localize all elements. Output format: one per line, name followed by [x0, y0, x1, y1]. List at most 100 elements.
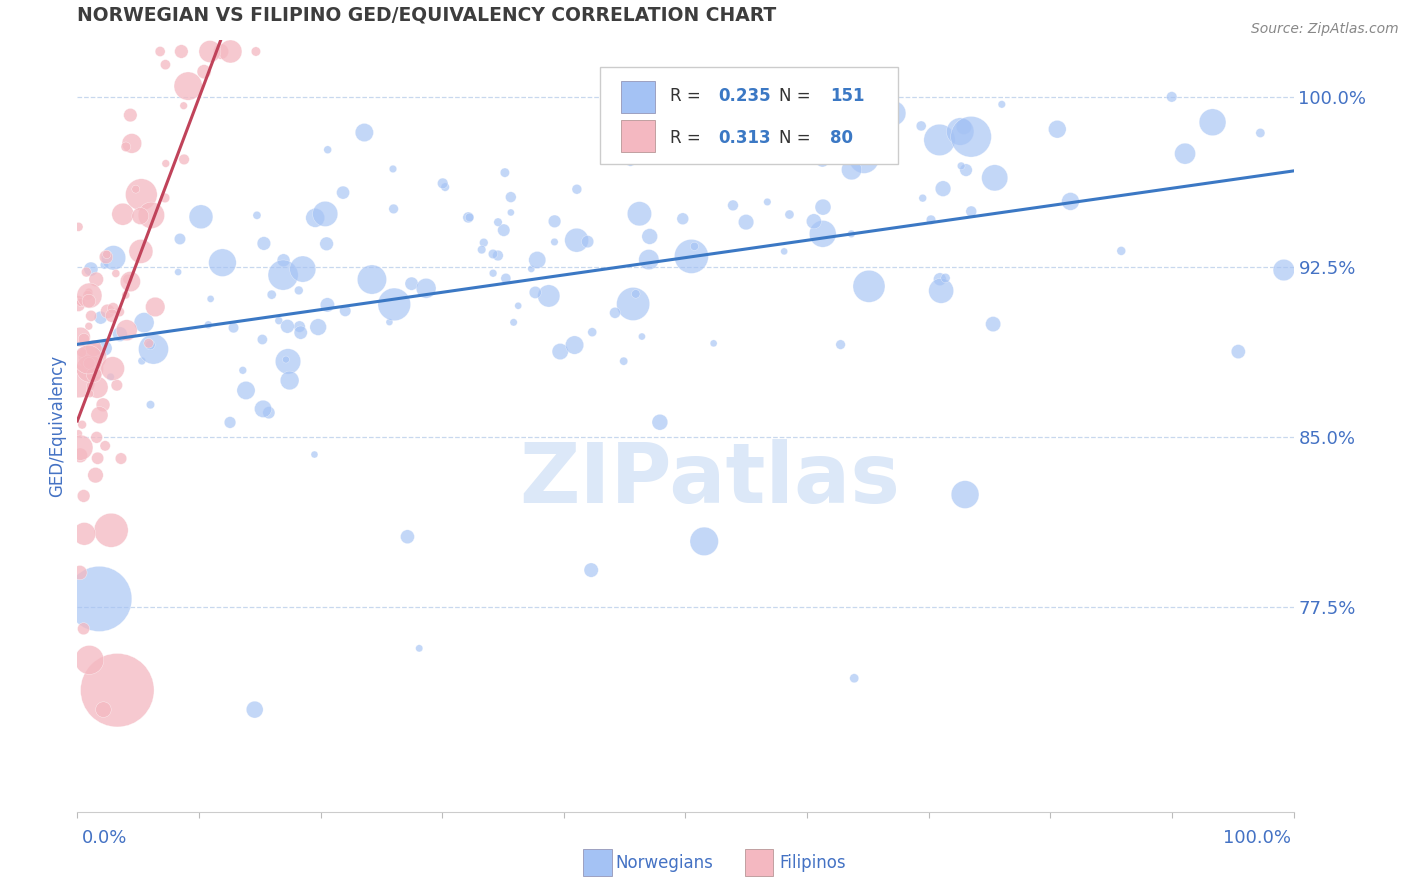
Point	[648, 415, 671, 429]
Point	[96, 247, 118, 261]
Point	[396, 530, 419, 544]
Point	[934, 271, 956, 285]
Point	[70, 345, 93, 359]
Point	[457, 211, 479, 225]
Point	[193, 64, 215, 78]
Point	[139, 338, 162, 352]
Point	[89, 408, 111, 422]
Point	[167, 265, 190, 279]
Point	[1174, 146, 1197, 161]
Point	[831, 90, 853, 104]
Point	[841, 162, 863, 177]
Point	[288, 284, 311, 298]
Point	[492, 223, 515, 237]
Point	[361, 272, 384, 286]
Point	[101, 309, 124, 323]
Point	[683, 239, 706, 253]
Point	[173, 153, 195, 167]
Point	[105, 683, 128, 698]
Point	[778, 208, 800, 222]
Point	[73, 526, 96, 541]
Text: N =: N =	[779, 87, 815, 105]
Point	[149, 45, 172, 59]
Point	[382, 297, 405, 311]
Point	[177, 79, 200, 94]
Point	[103, 251, 125, 265]
Point	[291, 262, 314, 277]
Point	[69, 295, 91, 310]
Point	[73, 332, 96, 346]
Point	[811, 153, 834, 168]
Point	[911, 191, 934, 205]
Point	[67, 426, 90, 441]
Point	[953, 120, 976, 134]
Point	[953, 487, 976, 501]
Point	[883, 106, 905, 120]
Point	[169, 232, 191, 246]
Point	[565, 182, 588, 196]
Point	[537, 289, 560, 303]
Point	[401, 277, 423, 291]
Point	[564, 338, 586, 352]
Bar	[621, 81, 655, 113]
Point	[110, 451, 132, 466]
Point	[278, 374, 301, 388]
Text: N =: N =	[779, 129, 815, 147]
Point	[125, 182, 148, 196]
Point	[77, 352, 100, 367]
Point	[131, 354, 153, 368]
Point	[80, 262, 103, 277]
Point	[232, 363, 254, 377]
Point	[69, 448, 91, 462]
Point	[910, 119, 932, 133]
Point	[115, 140, 138, 154]
Point	[93, 258, 115, 272]
Point	[565, 233, 588, 247]
Point	[759, 97, 782, 112]
Point	[129, 209, 152, 223]
Point	[1201, 115, 1223, 129]
Point	[252, 401, 274, 416]
Point	[471, 243, 494, 257]
Point	[197, 318, 219, 332]
Point	[67, 298, 90, 312]
Point	[69, 441, 91, 455]
Point	[132, 316, 155, 330]
Point	[246, 208, 269, 222]
Point	[526, 252, 548, 267]
Point	[104, 267, 127, 281]
Point	[209, 45, 232, 59]
Point	[482, 247, 505, 261]
Point	[75, 265, 97, 279]
Point	[84, 468, 107, 483]
Point	[260, 287, 283, 301]
Point	[79, 361, 101, 376]
Point	[69, 566, 91, 580]
Point	[839, 227, 862, 241]
Point	[486, 248, 509, 262]
Text: NORWEGIAN VS FILIPINO GED/EQUIVALENCY CORRELATION CHART: NORWEGIAN VS FILIPINO GED/EQUIVALENCY CO…	[77, 5, 776, 25]
Point	[960, 129, 983, 144]
Point	[335, 303, 357, 318]
Point	[82, 350, 104, 364]
Point	[142, 342, 165, 356]
Point	[139, 398, 162, 412]
Point	[84, 272, 107, 286]
Point	[631, 329, 654, 343]
Point	[111, 207, 134, 221]
Point	[603, 306, 626, 320]
Point	[830, 337, 852, 351]
Point	[94, 439, 117, 453]
Point	[378, 315, 401, 329]
Point	[200, 292, 222, 306]
Point	[950, 159, 973, 173]
Point	[920, 212, 942, 227]
Point	[89, 343, 111, 357]
Point	[721, 198, 744, 212]
Point	[353, 126, 375, 140]
Point	[472, 235, 495, 250]
Point	[495, 271, 517, 285]
Point	[105, 378, 128, 392]
Point	[619, 154, 641, 169]
Point	[858, 279, 880, 293]
